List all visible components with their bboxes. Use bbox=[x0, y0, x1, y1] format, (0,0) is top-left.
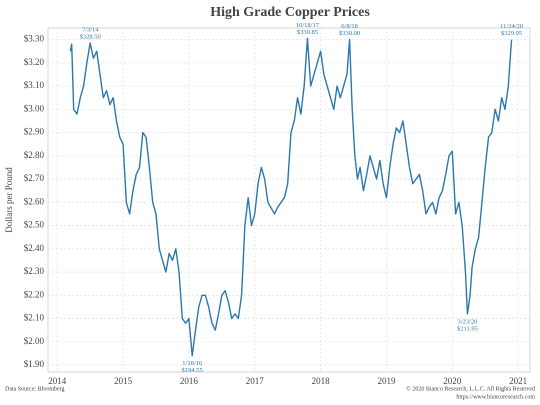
y-tick-label: $2.10 bbox=[24, 313, 45, 323]
annotation-date: 11/24/20 bbox=[500, 23, 523, 30]
source: Data Source: Bloomberg bbox=[5, 386, 65, 392]
y-tick-label: $2.50 bbox=[24, 220, 45, 230]
annotation-price: $211.95 bbox=[457, 325, 478, 332]
y-tick-label: $2.00 bbox=[24, 336, 45, 346]
annotation-price: $194.55 bbox=[182, 367, 203, 374]
y-tick-label: $2.40 bbox=[24, 243, 45, 253]
y-axis-label: Dollars per Pound bbox=[4, 167, 14, 233]
y-tick-label: $2.20 bbox=[24, 289, 45, 299]
chart-title: High Grade Copper Prices bbox=[210, 5, 370, 20]
annotation-date: 7/3/14 bbox=[82, 27, 99, 34]
annotation-price: $330.00 bbox=[339, 30, 360, 37]
x-tick-label: 2014 bbox=[48, 376, 67, 386]
annotation-price: $329.95 bbox=[501, 30, 522, 37]
y-tick-label: $1.90 bbox=[24, 359, 45, 369]
x-tick-label: 2021 bbox=[509, 376, 527, 386]
price-line bbox=[69, 37, 513, 357]
y-tick-label: $2.70 bbox=[24, 173, 45, 183]
y-tick-label: $2.90 bbox=[24, 127, 45, 137]
y-tick-label: $3.00 bbox=[24, 103, 45, 113]
y-tick-label: $2.60 bbox=[24, 196, 45, 206]
x-tick-label: 2017 bbox=[246, 376, 265, 386]
annotation-date: 10/18/17 bbox=[296, 22, 320, 29]
x-tick-label: 2016 bbox=[180, 376, 199, 386]
annotation-price: $328.50 bbox=[80, 34, 101, 41]
x-tick-label: 2020 bbox=[443, 376, 462, 386]
url: https://www.biancoresearch.com bbox=[456, 394, 535, 400]
copyright: © 2020 Bianco Research, L.L.C. All Right… bbox=[406, 385, 535, 392]
annotation-price: $330.85 bbox=[297, 29, 318, 36]
x-tick-label: 2015 bbox=[114, 376, 133, 386]
plot-area bbox=[47, 27, 531, 373]
x-tick-label: 2018 bbox=[312, 376, 331, 386]
annotation-date: 3/23/20 bbox=[458, 318, 478, 325]
y-tick-label: $3.10 bbox=[24, 80, 45, 90]
y-tick-label: $2.80 bbox=[24, 150, 45, 160]
y-tick-label: $3.20 bbox=[24, 57, 45, 67]
y-tick-label: $3.30 bbox=[24, 34, 45, 44]
x-tick-label: 2019 bbox=[377, 376, 396, 386]
annotation-date: 6/8/18 bbox=[341, 23, 358, 30]
annotation-date: 1/18/16 bbox=[182, 360, 203, 367]
y-tick-label: $2.30 bbox=[24, 266, 45, 276]
